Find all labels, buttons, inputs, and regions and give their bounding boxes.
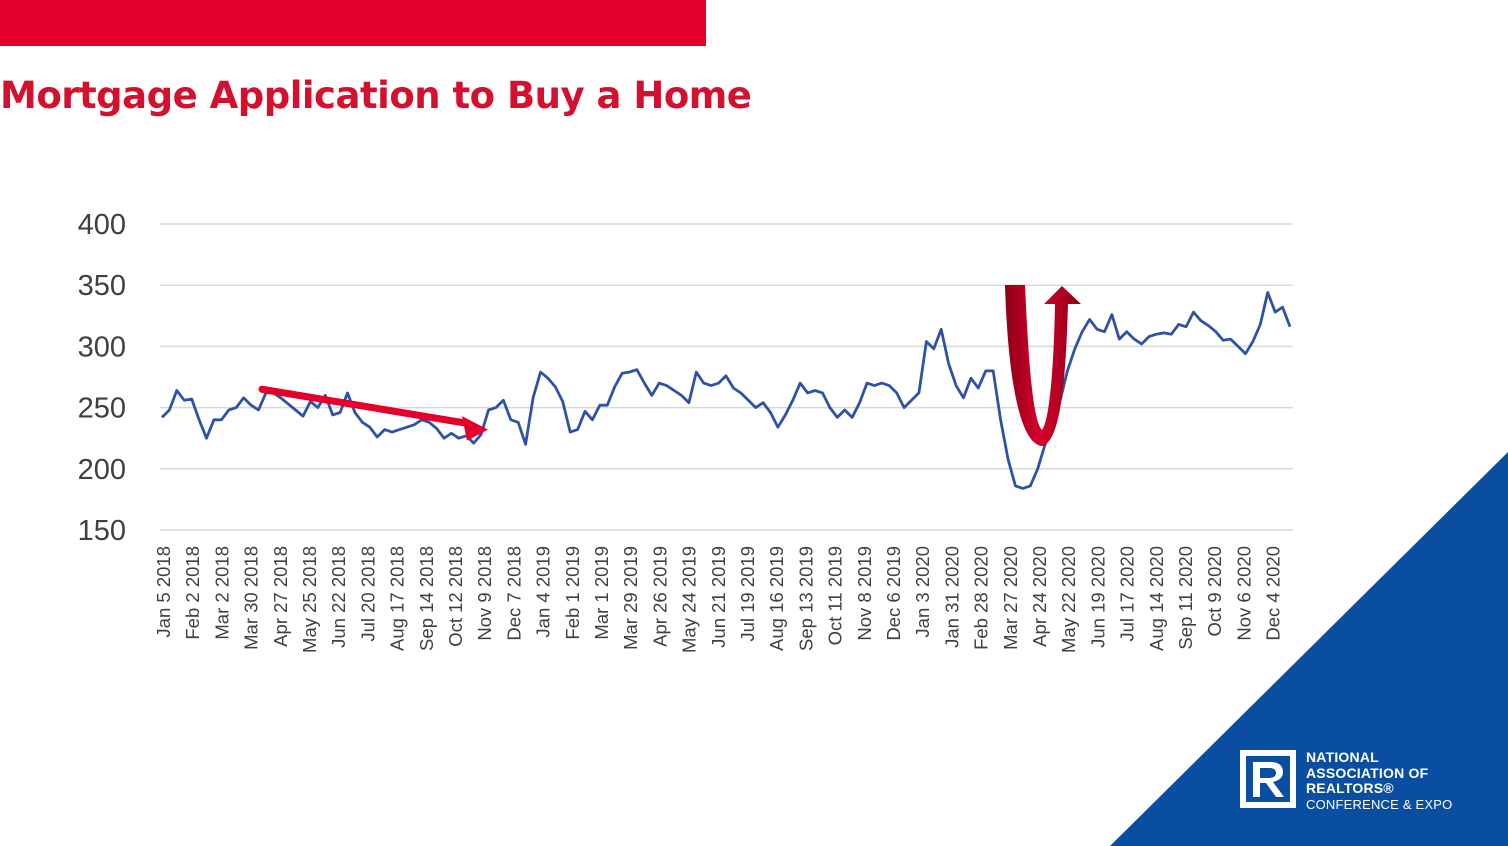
recovery-u-arrow — [1005, 285, 1081, 446]
x-tick-label: Apr 27 2018 — [270, 546, 291, 647]
x-tick-label: Oct 9 2020 — [1204, 546, 1225, 637]
logo-line-1: NATIONAL — [1306, 749, 1379, 765]
x-tick-label: Jan 4 2019 — [533, 546, 554, 638]
y-tick-label: 350 — [78, 270, 126, 302]
x-tick-label: Jun 19 2020 — [1087, 546, 1108, 648]
x-tick-label: Aug 14 2020 — [1146, 546, 1167, 651]
x-tick-label: Feb 2 2018 — [182, 546, 203, 640]
x-tick-label: Mar 30 2018 — [241, 546, 262, 650]
x-tick-label: Nov 8 2019 — [854, 546, 875, 641]
x-tick-label: Jul 19 2019 — [737, 546, 758, 642]
logo-line-3: REALTORS® — [1306, 780, 1394, 796]
x-tick-label: Jan 5 2018 — [153, 546, 174, 638]
y-tick-label: 200 — [78, 454, 126, 486]
x-axis-tick-labels: Jan 5 2018 Feb 2 2018 Mar 2 2018 Mar 30 201… — [153, 546, 1284, 653]
x-tick-label: Mar 29 2019 — [620, 546, 641, 650]
x-tick-label: Jun 21 2019 — [708, 546, 729, 648]
x-tick-label: May 24 2019 — [679, 546, 700, 653]
y-tick-label: 400 — [78, 209, 126, 241]
x-tick-label: Sep 11 2020 — [1175, 546, 1196, 650]
y-axis-tick-labels: 150 200 250 300 350 400 — [78, 209, 126, 547]
x-tick-label: Nov 6 2020 — [1233, 546, 1254, 641]
trend-arrow-shaft — [258, 385, 472, 428]
x-tick-label: Jan 31 2020 — [941, 546, 962, 648]
x-tick-label: Dec 4 2020 — [1263, 546, 1284, 641]
x-tick-label: Aug 17 2018 — [387, 546, 408, 651]
x-tick-label: May 25 2018 — [299, 546, 320, 653]
x-tick-label: Jul 17 2020 — [1117, 546, 1138, 642]
annotations — [258, 285, 1081, 446]
x-tick-label: Jan 3 2020 — [912, 546, 933, 638]
realtor-r-icon — [1240, 750, 1296, 808]
x-tick-label: Oct 12 2018 — [445, 546, 466, 647]
x-tick-label: Mar 27 2020 — [1000, 546, 1021, 650]
x-tick-label: Jul 20 2018 — [357, 546, 378, 642]
logo-line-2: ASSOCIATION OF — [1306, 764, 1429, 781]
x-tick-label: Sep 14 2018 — [416, 546, 437, 651]
chart-grid — [160, 223, 1293, 531]
x-tick-label: Jun 22 2018 — [328, 546, 349, 648]
series-group — [161, 291, 1292, 490]
logo-line-4: CONFERENCE & EXPO — [1306, 796, 1453, 812]
x-tick-label: Nov 9 2018 — [474, 546, 495, 641]
y-tick-label: 300 — [78, 331, 126, 363]
x-tick-label: Apr 24 2020 — [1029, 546, 1050, 647]
y-tick-label: 150 — [78, 515, 126, 547]
x-tick-label: Aug 16 2019 — [766, 546, 787, 651]
title-accent-bar — [0, 0, 706, 46]
blue-corner-triangle — [1110, 452, 1508, 846]
trend-arrow-head — [462, 416, 488, 441]
x-tick-label: Feb 28 2020 — [971, 546, 992, 650]
slide-title: Mortgage Application to Buy a Home — [0, 74, 752, 117]
x-tick-label: Dec 7 2018 — [503, 546, 524, 641]
nar-logo-text: NATIONAL ASSOCIATION OF REALTORS® CONFER… — [1306, 749, 1453, 812]
y-tick-label: 250 — [78, 393, 126, 425]
x-tick-label: Sep 13 2019 — [795, 546, 816, 651]
x-tick-label: Oct 11 2019 — [825, 546, 846, 645]
x-tick-label: May 22 2020 — [1058, 546, 1079, 653]
x-tick-label: Mar 1 2019 — [591, 546, 612, 640]
x-tick-label: Mar 2 2018 — [211, 546, 232, 640]
x-tick-label: Feb 1 2019 — [562, 546, 583, 640]
x-tick-label: Dec 6 2019 — [883, 546, 904, 641]
x-tick-label: Apr 26 2019 — [649, 546, 670, 647]
